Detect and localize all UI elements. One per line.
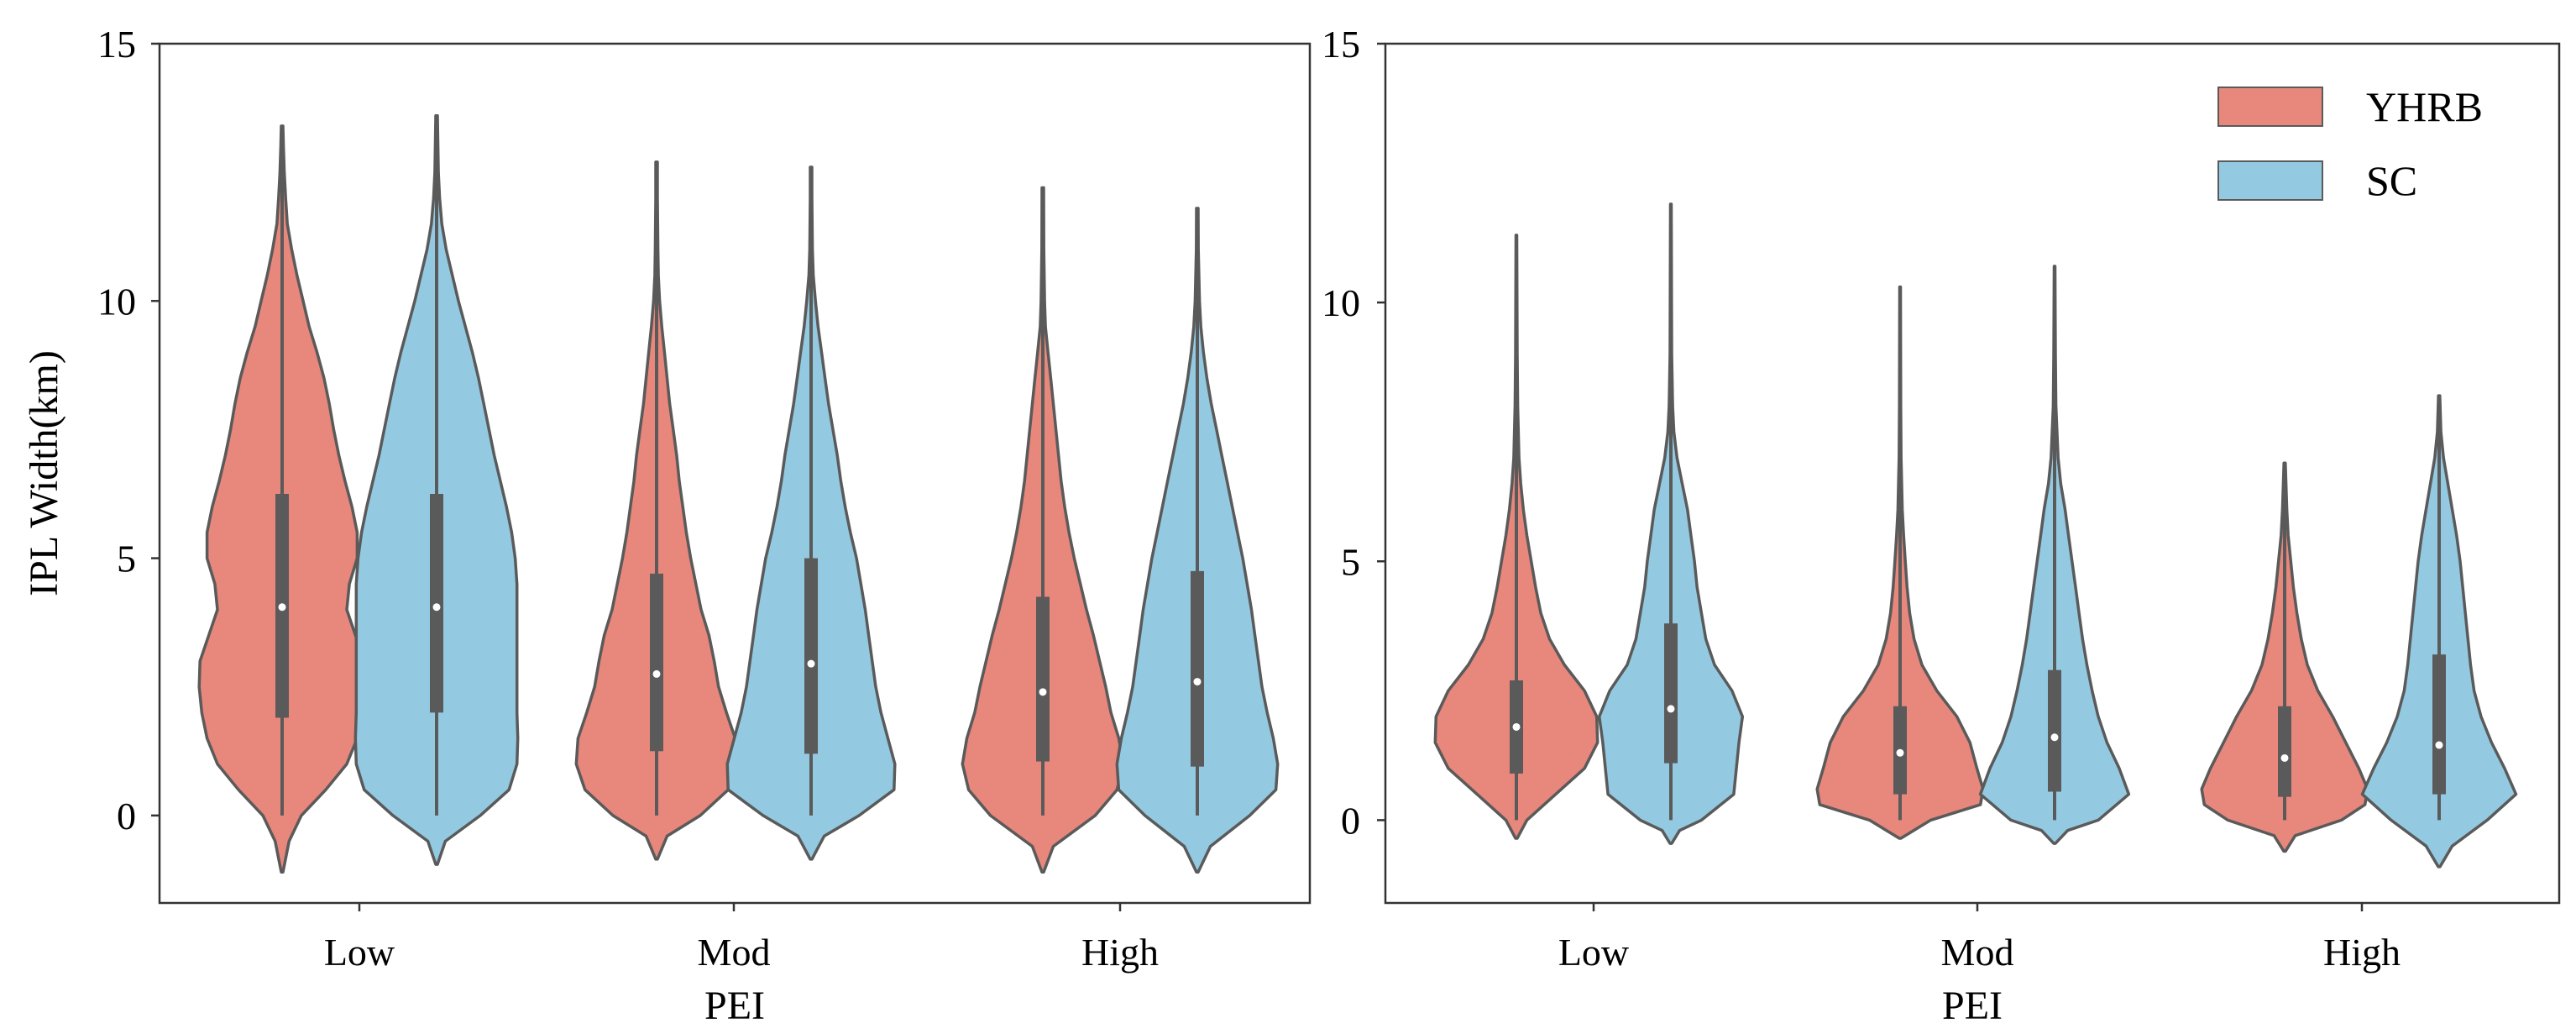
y-tick-label-right-15: 15 bbox=[1322, 23, 1360, 66]
x-tick-label-right-mod: Mod bbox=[1941, 931, 2014, 974]
violin-median-sc-mod bbox=[807, 659, 815, 668]
violin-iqr-box-yhrb-high bbox=[2278, 706, 2291, 797]
y-tick-label-right-5: 5 bbox=[1341, 540, 1360, 583]
y-axis-label-left: IPL Width(km) bbox=[22, 350, 66, 596]
violin-iqr-box-yhrb-high bbox=[1036, 596, 1050, 762]
violin-layer bbox=[197, 114, 2518, 874]
x-tick-label-right-high: High bbox=[2323, 931, 2401, 974]
violin-median-yhrb-high bbox=[1039, 688, 1047, 696]
y-tick-label-left-15: 15 bbox=[97, 23, 136, 66]
x-tick-label-left-mod: Mod bbox=[698, 931, 771, 974]
axes-frame-right bbox=[1384, 42, 2561, 905]
y-tick-label-left-5: 5 bbox=[117, 538, 136, 580]
violin-median-sc-high bbox=[2435, 741, 2443, 749]
violin-median-sc-low bbox=[1667, 705, 1675, 713]
violin-median-sc-low bbox=[432, 603, 441, 611]
violin-iqr-box-sc-low bbox=[1664, 623, 1678, 764]
legend-label-sc: SC bbox=[2366, 157, 2417, 204]
violin-iqr-box-sc-high bbox=[1191, 570, 1204, 767]
y-tick-label-left-10: 10 bbox=[97, 280, 136, 323]
violin-iqr-box-sc-mod bbox=[2048, 669, 2061, 792]
y-tick-label-right-10: 10 bbox=[1322, 281, 1360, 324]
violin-median-yhrb-mod bbox=[652, 669, 661, 678]
x-axis-label-right: PEI bbox=[1942, 984, 2003, 1028]
legend-label-yhrb: YHRB bbox=[2366, 83, 2483, 130]
violin-median-yhrb-low bbox=[278, 603, 286, 611]
x-tick-label-left-low: Low bbox=[324, 931, 395, 974]
y-tick-label-right-0: 0 bbox=[1341, 799, 1360, 842]
violin-median-yhrb-low bbox=[1512, 722, 1521, 731]
violin-iqr-box-sc-high bbox=[2432, 654, 2446, 795]
violin-median-sc-high bbox=[1193, 678, 1202, 686]
label-layer: PEI IPL Width(km) PEI bbox=[22, 350, 2003, 1028]
violin-iqr-box-yhrb-mod bbox=[650, 573, 663, 752]
legend: YHRB SC bbox=[2217, 83, 2483, 204]
violin-iqr-box-sc-low bbox=[430, 494, 443, 713]
violin-median-yhrb-mod bbox=[1896, 748, 1904, 757]
violin-iqr-box-sc-mod bbox=[804, 558, 818, 754]
legend-swatch-yhrb bbox=[2217, 87, 2323, 127]
legend-swatch-sc bbox=[2217, 160, 2323, 201]
violin-median-yhrb-high bbox=[2280, 753, 2289, 762]
axes-frames bbox=[158, 42, 2561, 905]
y-tick-label-left-0: 0 bbox=[117, 795, 136, 837]
tick-layer: 0 5 10 15 Low Mod High 0 5 10 15 Low Mod High bbox=[97, 23, 2401, 974]
x-tick-label-right-low: Low bbox=[1558, 931, 1630, 974]
x-tick-label-left-high: High bbox=[1081, 931, 1159, 974]
x-axis-label-left: PEI bbox=[704, 984, 765, 1028]
violin-median-sc-mod bbox=[2050, 733, 2059, 742]
